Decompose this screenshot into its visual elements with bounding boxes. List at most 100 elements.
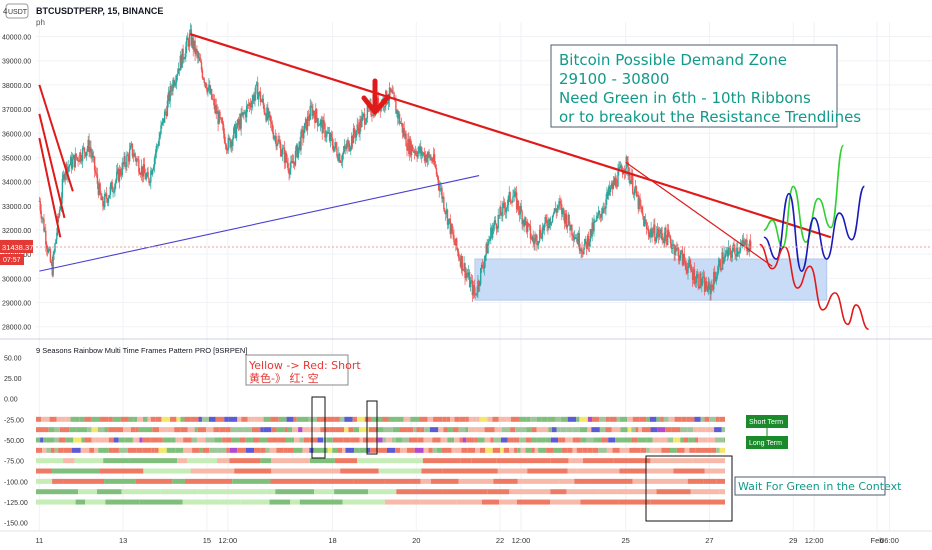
candle-body [116,168,119,172]
candle-body [608,186,610,196]
ribbon-segment [269,499,291,505]
ribbon-segment [219,427,226,433]
candle-body [198,57,200,58]
candle-body [661,233,663,240]
ribbon-segment [566,489,599,495]
indicator-tick-label: -75.00 [4,459,24,466]
candle-body [572,234,574,237]
candle-body [364,122,367,125]
candle-body [522,220,524,225]
ribbon-segment [329,427,336,433]
ribbon-segment [650,427,658,433]
ribbon-segment [475,447,480,453]
candle-body [317,124,320,126]
ribbon-segment [716,447,720,453]
ribbon-segment [580,499,619,505]
usdt-badge[interactable]: USDT [5,3,29,19]
wait-green-annotation: Wait For Green in the Context [734,476,902,496]
ribbon-segment [546,447,554,453]
candle-body [504,208,507,213]
ribbon-segment [432,447,437,453]
demand-zone-line-3: Need Green in 6th - 10th Ribbons [559,89,811,107]
candle-body [122,162,124,165]
ribbon-segment [442,416,447,422]
candle-body [412,150,415,152]
candle-body [268,111,271,116]
trendline-short-resistance [625,161,773,267]
candle-body [735,254,737,257]
candle-body [70,156,73,169]
ribbon-segment [466,437,475,443]
candle-body [92,155,94,158]
candle-body [165,111,168,116]
ribbon-segment [367,447,371,453]
candle-body [223,133,226,143]
candle-body [141,166,144,177]
ribbon-segment [378,447,387,453]
ribbon-segment [438,427,444,433]
candle-body [304,118,307,123]
candle-body [564,213,567,224]
ribbon-segment [547,416,556,422]
ribbon-segment [694,437,699,443]
candle-body [503,202,506,209]
ribbon-segment [292,427,299,433]
ribbon-segment [477,437,485,443]
candle-body [245,111,247,118]
highlight-box-1 [311,396,326,459]
ribbon-segment [121,489,141,495]
ribbon-segment [659,437,668,443]
ribbon-segment [76,427,84,433]
ribbon-segment [91,427,98,433]
ribbon-segment [270,437,278,443]
candle-body [486,243,488,254]
ribbon-segment [70,416,80,422]
demand-zone-line-2: 29100 - 30800 [559,70,669,88]
candle-body [156,145,158,147]
candle-body [244,111,246,114]
ribbon-segment [54,437,59,443]
time-tick-label: 18 [328,536,336,545]
candle-body [170,86,172,91]
ribbon-segment [559,478,575,484]
candle-body [472,285,475,296]
ribbon-segment [104,427,109,433]
candle-body [253,95,255,102]
ribbon-segment [143,468,191,474]
ribbon-segment [650,499,690,505]
time-tick-label: Feb [870,536,883,545]
price-tick-label: 33000.00 [2,204,31,211]
ribbon-segment [493,437,501,443]
candle-body [352,128,355,144]
ribbon-segment [180,427,188,433]
candle-body [641,206,643,213]
candle-body [153,157,156,167]
ribbon-segment [585,478,633,484]
candle-body [59,205,62,210]
ribbon-segment [376,416,383,422]
candle-body [127,154,129,156]
candle-body [175,75,178,83]
time-tick-label: 20 [412,536,420,545]
ribbon-segment [74,458,104,464]
ribbon-segment [363,427,369,433]
candle-body [81,147,84,162]
ribbon-segment [593,437,597,443]
price-tick-label: 37000.00 [2,107,31,114]
ribbon-segment [217,447,227,453]
ribbon-segment [709,416,716,422]
candle-body [417,151,419,158]
candle-body [670,243,673,249]
candle-body [336,147,338,157]
candle-body [449,218,451,235]
ribbon-segment [147,416,151,422]
ribbon-segment [586,437,594,443]
ribbon-segment [192,447,200,453]
ribbon-segment [36,499,76,505]
candle-body [493,220,496,226]
ribbon-segment [327,416,335,422]
candle-body [330,133,333,138]
candle-body [413,150,416,153]
candle-body [721,252,723,270]
candle-body [430,158,432,160]
